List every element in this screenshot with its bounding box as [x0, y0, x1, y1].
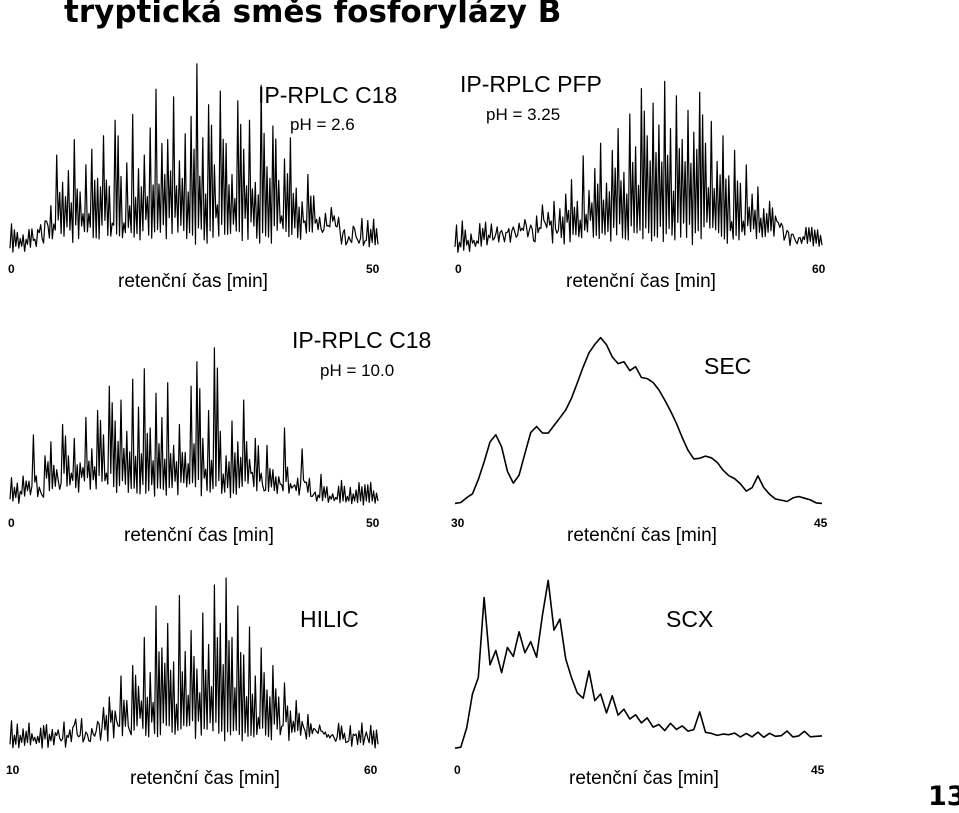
x-axis-label: retenční čas [min]: [567, 525, 717, 546]
chart-trace-group: [454, 579, 823, 749]
chart-title: IP-RPLC C18: [258, 82, 397, 108]
chart-trace-group: [454, 80, 823, 253]
x-tick-start: 0: [455, 262, 462, 276]
chart-trace-group: [454, 336, 823, 505]
x-tick-start: 0: [454, 763, 461, 777]
chart-trace-group: [9, 63, 379, 253]
x-tick-end: 60: [364, 763, 378, 777]
series-line: [454, 336, 823, 505]
x-axis-label: retenční čas [min]: [130, 768, 280, 789]
chart-subtitle: pH = 2.6: [290, 115, 355, 134]
x-tick-end: 60: [812, 262, 826, 276]
chart-subtitle: pH = 3.25: [486, 105, 560, 124]
chart-trace-group: [9, 577, 379, 749]
page-title: tryptická směs fosforylázy B: [64, 0, 562, 30]
x-axis-label: retenční čas [min]: [569, 768, 719, 789]
x-tick-start: 30: [451, 516, 465, 530]
x-axis-label: retenční čas [min]: [124, 525, 274, 546]
x-tick-end: 50: [366, 516, 380, 530]
chart-title: IP-RPLC C18: [292, 327, 431, 353]
page-number: 13: [928, 781, 959, 812]
x-tick-start: 10: [6, 763, 20, 777]
series-line: [454, 579, 823, 749]
x-tick-start: 0: [8, 516, 15, 530]
x-tick-start: 0: [8, 262, 15, 276]
x-tick-end: 45: [814, 516, 828, 530]
series-line: [9, 347, 379, 506]
x-axis-label: retenční čas [min]: [566, 271, 716, 292]
chart-title: SCX: [666, 606, 713, 632]
chart-title: SEC: [704, 353, 751, 379]
x-tick-end: 45: [811, 763, 825, 777]
x-tick-end: 50: [366, 262, 380, 276]
chart-title: HILIC: [300, 606, 359, 632]
chart-subtitle: pH = 10.0: [320, 361, 394, 380]
chart-trace-group: [9, 347, 379, 506]
chart-title: IP-RPLC PFP: [460, 71, 602, 97]
series-line: [9, 577, 379, 749]
series-line: [454, 80, 823, 253]
series-line: [9, 63, 379, 253]
x-axis-label: retenční čas [min]: [118, 271, 268, 292]
